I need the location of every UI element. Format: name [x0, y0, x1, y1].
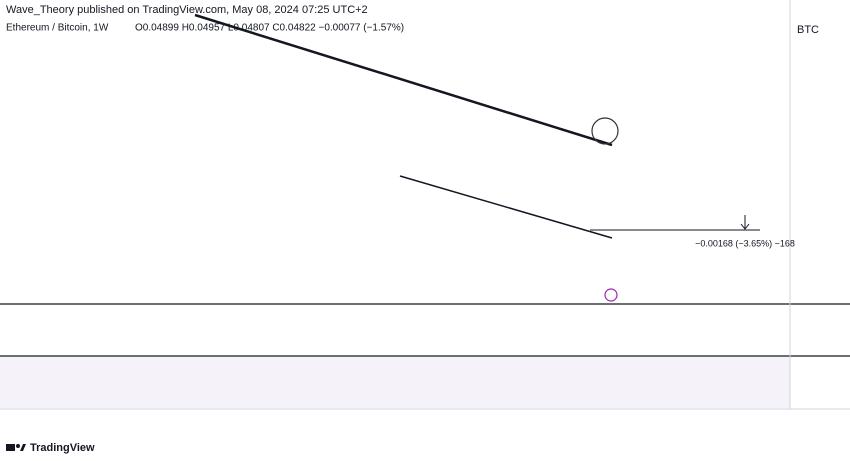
currency-box [792, 21, 832, 39]
measure-arrowhead [740, 223, 750, 230]
brand: TradingView [30, 442, 95, 454]
brand-logo [6, 444, 26, 451]
rsi-band [0, 357, 790, 408]
logo-mark [6, 444, 15, 451]
highlight-circle [591, 117, 619, 145]
measure-label: −0.00168 (−3.65%) −168 [695, 238, 795, 248]
ohlc: O0.04899 H0.04957 L0.04807 C0.04822 −0.0… [135, 23, 404, 34]
publisher: Wave_Theory published on TradingView.com… [6, 4, 368, 16]
symbol: Ethereum / Bitcoin, 1W [6, 23, 109, 34]
trend-line [399, 175, 613, 239]
logo-dot [16, 444, 20, 448]
alert-icon [604, 288, 618, 302]
logo-slash [20, 444, 26, 451]
currency: BTC [797, 24, 819, 36]
trend-line [194, 13, 613, 147]
